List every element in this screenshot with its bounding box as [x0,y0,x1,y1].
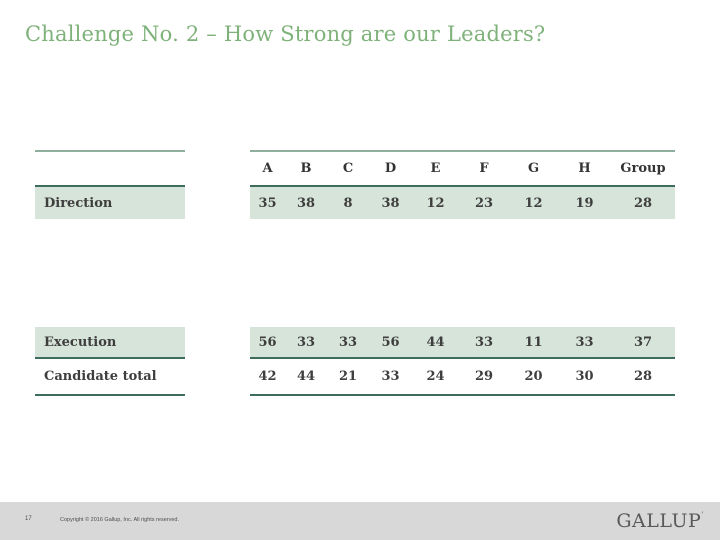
value-cell: 35 [258,195,277,211]
value-cell: 28 [633,369,653,384]
row-label-candidate-total: Candidate total [35,359,185,396]
header-cell: B [300,161,312,176]
table-header-row: A B C D E F G H Group [250,152,675,185]
value-cell: 37 [633,334,653,350]
header-cell: Group [620,161,666,176]
trademark-mark: ’ [701,511,704,519]
value-cell: 8 [343,195,353,211]
gallup-logo: GALLUP’ [616,510,704,532]
value-cell: 42 [258,369,277,384]
gallup-logo-text: GALLUP [616,510,702,532]
value-cell: 44 [296,369,316,384]
page-number: 17 [25,516,32,522]
value-cell: 29 [474,369,494,384]
table-gap [250,219,675,327]
table-label-column: Direction Execution Candidate total [35,150,185,396]
value-cell: 28 [633,195,653,211]
header-cell: A [262,161,273,176]
table-row-candidate-total-values: 42 44 21 33 24 29 20 30 28 [250,359,675,396]
slide-title: Challenge No. 2 – How Strong are our Lea… [25,22,546,46]
value-cell: 12 [524,195,543,211]
value-cell: 38 [381,195,400,211]
table-gap [35,219,185,327]
value-cell: 56 [258,334,277,350]
divider-line-top [250,150,675,152]
value-cell: 33 [381,369,400,384]
value-cell: 19 [575,195,594,211]
value-cell: 12 [426,195,445,211]
value-cell: 24 [426,369,445,384]
slide-footer: 17 Copyright © 2016 Gallup, Inc. All rig… [0,502,720,540]
row-label-direction: Direction [35,185,185,219]
table-row-direction-values: 35 38 8 38 12 23 12 19 28 [250,185,675,219]
value-cell: 11 [524,334,543,350]
value-cell: 56 [381,334,400,350]
value-cell: 33 [575,334,594,350]
table-row-execution-values: 56 33 33 56 44 33 11 33 37 [250,327,675,359]
value-cell: 44 [426,334,445,350]
divider-line-top [35,150,185,152]
value-cell: 33 [338,334,358,350]
value-cell: 21 [338,369,358,384]
label-column-header-spacer [35,152,185,185]
value-cell: 33 [474,334,494,350]
value-cell: 38 [296,195,316,211]
header-cell: F [479,161,489,176]
table-values-area: A B C D E F G H Group 35 38 8 38 12 23 1… [250,150,675,396]
value-cell: 33 [296,334,316,350]
row-label-text: Direction [44,195,113,211]
row-label-text: Candidate total [44,369,157,384]
header-cell: G [527,161,540,176]
header-cell: H [578,161,591,176]
value-cell: 23 [474,195,494,211]
header-cell: C [342,161,354,176]
value-cell: 30 [575,369,594,384]
header-cell: E [430,161,441,176]
copyright-text: Copyright © 2016 Gallup, Inc. All rights… [60,516,179,523]
header-cell: D [384,161,397,176]
value-cell: 20 [524,369,543,384]
row-label-text: Execution [44,334,117,350]
row-label-execution: Execution [35,327,185,359]
